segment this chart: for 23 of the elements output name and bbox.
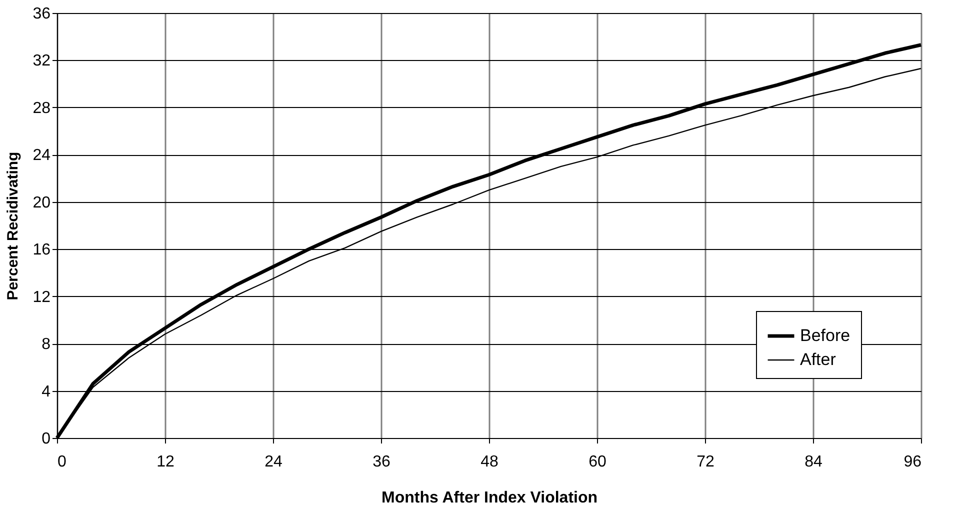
x-tick-label: 60 [588,454,606,470]
y-tick-label: 16 [32,242,51,259]
x-tick-label: 0 [58,454,66,470]
y-tick-label: 8 [42,336,51,354]
x-tick-label: 72 [696,454,714,470]
x-tick-label: 24 [264,454,282,470]
y-tick-label: 24 [32,147,51,164]
y-tick-label: 32 [32,52,51,70]
legend-label: After [800,350,836,369]
x-tick-label: 96 [904,454,922,470]
x-tick-label: 12 [156,454,174,470]
x-tick-label: 84 [804,454,822,470]
y-tick-label: 20 [32,194,51,212]
y-tick-label: 12 [32,288,51,306]
y-tick-label: 4 [42,383,51,400]
y-tick-label: 36 [32,6,51,22]
legend-label: Before [800,326,850,345]
y-tick-label: 28 [32,100,51,117]
x-tick-label: 36 [372,454,390,470]
y-tick-label: 0 [42,430,51,448]
x-axis-title: Months After Index Violation [381,490,598,506]
x-tick-label: 48 [480,454,498,470]
y-axis-title: Percent Recidivating [4,152,22,300]
